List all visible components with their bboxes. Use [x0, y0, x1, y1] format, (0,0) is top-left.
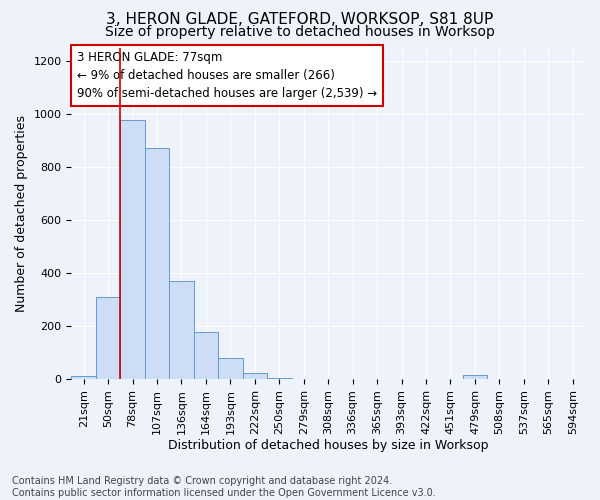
Bar	[71, 376, 96, 379]
X-axis label: Distribution of detached houses by size in Worksop: Distribution of detached houses by size …	[168, 440, 488, 452]
Bar	[267, 378, 292, 379]
Bar	[194, 332, 218, 379]
Bar	[242, 374, 267, 379]
Text: 3, HERON GLADE, GATEFORD, WORKSOP, S81 8UP: 3, HERON GLADE, GATEFORD, WORKSOP, S81 8…	[106, 12, 494, 28]
Text: Contains HM Land Registry data © Crown copyright and database right 2024.
Contai: Contains HM Land Registry data © Crown c…	[12, 476, 436, 498]
Bar	[145, 148, 169, 379]
Bar	[169, 281, 194, 379]
Text: 3 HERON GLADE: 77sqm
← 9% of detached houses are smaller (266)
90% of semi-detac: 3 HERON GLADE: 77sqm ← 9% of detached ho…	[77, 51, 377, 100]
Bar	[121, 120, 145, 379]
Text: Size of property relative to detached houses in Worksop: Size of property relative to detached ho…	[105, 25, 495, 39]
Bar	[463, 375, 487, 379]
Bar	[96, 297, 121, 379]
Bar	[218, 358, 242, 379]
Bar	[292, 378, 316, 379]
Y-axis label: Number of detached properties: Number of detached properties	[15, 115, 28, 312]
